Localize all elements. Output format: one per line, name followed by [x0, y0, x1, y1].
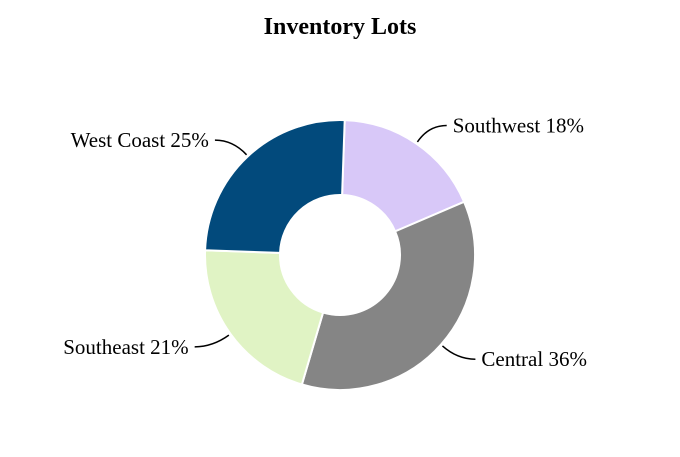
slice-southwest: [341, 119, 466, 233]
slice-label: West Coast 25%: [71, 128, 209, 152]
leader-line: [214, 139, 248, 156]
leader-line: [194, 334, 230, 348]
slice-southeast: [204, 249, 325, 386]
slice-label: Southeast 21%: [63, 335, 188, 359]
leader-line: [416, 124, 447, 143]
slice-central: [300, 200, 476, 391]
chart-title: Inventory Lots: [263, 14, 417, 40]
slice-label: Central 36%: [481, 347, 587, 371]
slice-label: Southwest 18%: [453, 113, 584, 137]
slice-west-coast: [204, 119, 346, 254]
leader-line: [441, 345, 476, 360]
